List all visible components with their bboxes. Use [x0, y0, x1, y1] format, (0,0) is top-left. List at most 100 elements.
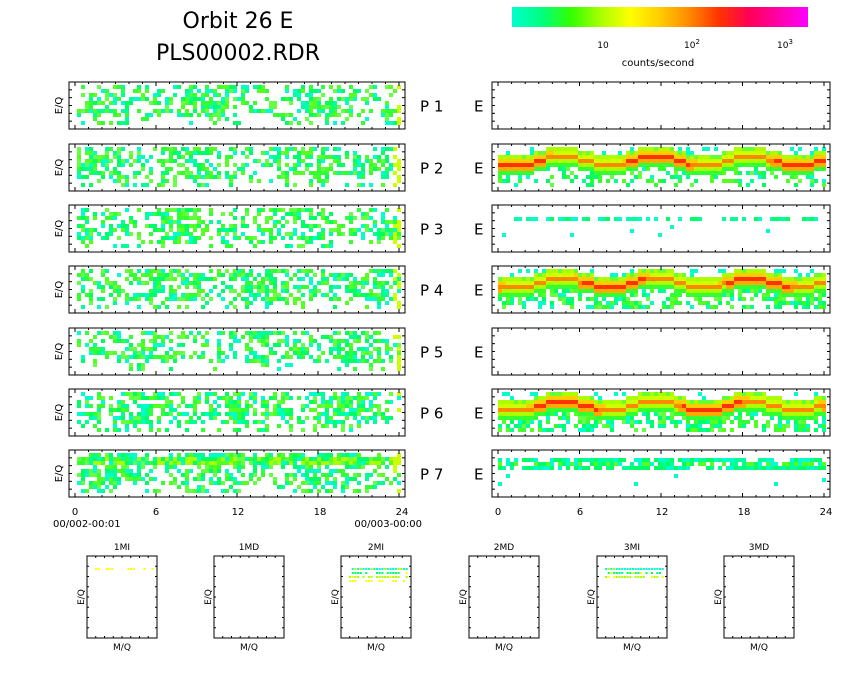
mass-panel-points: [605, 568, 664, 578]
colorbar: 10 102 103 counts/second: [512, 7, 808, 69]
left-panel-7-cells: [77, 453, 401, 493]
left-panel-2-cells: [77, 147, 401, 187]
right-xtick-12: 12: [656, 507, 669, 518]
panel-e-label-3: E: [474, 221, 483, 239]
left-panel-6-cells: [77, 392, 401, 432]
right-panel-7: E: [474, 449, 831, 498]
mass-panel-title: 2MI: [368, 543, 384, 553]
left-panel-7: E/Q P 7: [54, 449, 443, 498]
right-panels: E E E E E E E: [474, 81, 831, 498]
colorbar-gradient: [512, 7, 808, 27]
mass-panel-2md: 2MD M/Q E/Q: [459, 543, 540, 653]
title-line2: PLS00002.RDR: [156, 41, 320, 66]
time-start-label: 00/002-00:01: [53, 519, 121, 530]
title-line1: Orbit 26 E: [183, 9, 294, 34]
colorbar-tick-2: 102: [684, 38, 700, 51]
mass-panel-title: 1MD: [239, 543, 259, 553]
right-panel-5-frame: [491, 327, 831, 376]
right-panel-5: E: [474, 327, 831, 376]
mass-panel-points: [349, 568, 408, 582]
panel-label-1: P 1: [420, 98, 443, 116]
right-panel-2-cells: [498, 147, 826, 187]
mass-panel-ylabel: E/Q: [587, 589, 597, 605]
right-panel-3-cells: [502, 217, 818, 237]
left-panel-5: E/Q P 5: [54, 327, 443, 376]
left-panel-1-cells: [77, 85, 401, 125]
right-panel-3-frame: [491, 204, 831, 253]
mass-panel-title: 3MI: [624, 543, 640, 553]
right-panel-6-cells: [498, 392, 826, 432]
left-xtick-24: 24: [396, 507, 409, 518]
mass-panel-xlabel: M/Q: [367, 643, 385, 653]
panel-e-label-7: E: [474, 466, 483, 484]
left-panel-2: E/Q P 2: [54, 143, 443, 192]
right-xtick-18: 18: [738, 507, 751, 518]
panel-e-label-6: E: [474, 405, 483, 423]
panel-e-label-1: E: [474, 98, 483, 116]
right-panel-4-cells: [498, 269, 826, 309]
mass-panel-title: 3MD: [749, 543, 769, 553]
right-panel-7-cells: [498, 458, 826, 486]
panel-e-label-5: E: [474, 344, 483, 362]
right-xtick-0: 0: [495, 507, 501, 518]
left-panel-5-ylabel: E/Q: [54, 343, 65, 361]
left-panel-1-ylabel: E/Q: [54, 97, 65, 115]
mass-panel-xlabel: M/Q: [495, 643, 513, 653]
mass-panel-frame: [723, 555, 795, 639]
panel-label-2: P 2: [420, 160, 443, 178]
mass-panel-ylabel: E/Q: [77, 589, 87, 605]
left-xtick-0: 0: [72, 507, 78, 518]
panel-e-label-2: E: [474, 160, 483, 178]
mass-panel-frame: [213, 555, 285, 639]
right-panel-1-frame: [491, 81, 831, 130]
left-panel-5-cells: [77, 331, 401, 371]
mass-panel-title: 1MI: [114, 543, 130, 553]
left-panels: E/Q P 1 E/Q P 2 E/Q P 3 E/Q P 4 E/Q P 5 E/Q P 6 E/Q P…: [54, 81, 443, 498]
mass-panel-ylabel: E/Q: [459, 589, 469, 605]
mass-panel-xlabel: M/Q: [240, 643, 258, 653]
left-panel-4: E/Q P 4: [54, 265, 443, 314]
right-panel-7-frame: [491, 449, 831, 498]
colorbar-label: counts/second: [622, 58, 694, 69]
mass-panel-3md: 3MD M/Q E/Q: [714, 543, 795, 653]
panel-label-5: P 5: [420, 344, 443, 362]
right-panel-1: E: [474, 81, 831, 130]
left-panel-6: E/Q P 6: [54, 388, 443, 437]
left-xtick-12: 12: [232, 507, 245, 518]
left-xtick-6: 6: [153, 507, 159, 518]
left-panel-7-ylabel: E/Q: [54, 465, 65, 483]
left-panel-2-ylabel: E/Q: [54, 159, 65, 177]
left-panel-6-ylabel: E/Q: [54, 404, 65, 422]
mass-panels: 1MI M/Q E/Q 1MD M/Q E/Q 2MI M/Q E/Q 2MD M/Q E/Q 3MI M…: [77, 543, 795, 653]
panel-label-4: P 4: [420, 282, 443, 300]
mass-panel-xlabel: M/Q: [113, 643, 131, 653]
left-panel-3-ylabel: E/Q: [54, 220, 65, 238]
mass-panel-3mi: 3MI M/Q E/Q: [587, 543, 668, 653]
left-panel-3: E/Q P 3: [54, 204, 443, 253]
mass-panel-xlabel: M/Q: [750, 643, 768, 653]
right-xtick-24: 24: [820, 507, 833, 518]
left-panel-4-cells: [77, 269, 401, 309]
left-xtick-18: 18: [314, 507, 327, 518]
right-xtick-6: 6: [577, 507, 583, 518]
colorbar-tick-1: 10: [597, 41, 609, 51]
mass-panel-ylabel: E/Q: [714, 589, 724, 605]
left-panel-1: E/Q P 1: [54, 81, 443, 130]
right-panel-2: E: [474, 143, 831, 192]
colorbar-tick-3: 103: [777, 38, 793, 51]
mass-panel-xlabel: M/Q: [623, 643, 641, 653]
left-panel-3-cells: [77, 208, 401, 248]
time-end-label: 00/003-00:00: [354, 519, 422, 530]
mass-panel-frame: [468, 555, 540, 639]
left-panel-4-ylabel: E/Q: [54, 281, 65, 299]
mass-panel-title: 2MD: [494, 543, 514, 553]
panel-label-6: P 6: [420, 405, 443, 423]
right-panel-3: E: [474, 204, 831, 253]
mass-panel-ylabel: E/Q: [331, 589, 341, 605]
panel-label-3: P 3: [420, 221, 443, 239]
mass-panel-points: [95, 568, 154, 570]
panel-e-label-4: E: [474, 282, 483, 300]
right-panel-6: E: [474, 388, 831, 437]
mass-panel-1mi: 1MI M/Q E/Q: [77, 543, 158, 653]
